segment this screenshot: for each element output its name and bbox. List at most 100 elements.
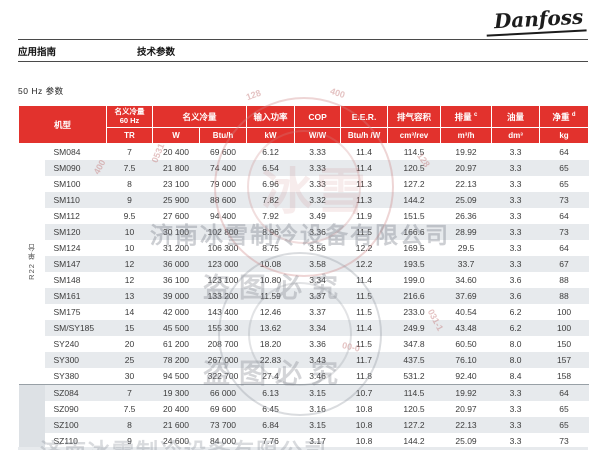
value-cell: 25.09 [455, 436, 477, 446]
value-cell: 13 [106, 288, 153, 304]
value-cell: 34.60 [455, 275, 477, 285]
value-cell: 3.17 [309, 436, 326, 446]
value-cell: 65 [559, 404, 569, 414]
value-cell: 3.15 [294, 384, 341, 401]
table-row: SZ090 7.5 20 400 69 600 6.45 3.16 10.8 120.5 20.… [19, 401, 589, 417]
model-cell: SM120 [44, 224, 107, 240]
col-displacement-header: 排量 c [440, 105, 493, 128]
table-row: SM147 12 36 000 123 000 10.08 3.58 12.2 193.5 33… [19, 256, 589, 272]
model-cell: SZ084 [44, 384, 107, 401]
col-eer-header: E.E.R. [340, 105, 389, 128]
value-cell: 10.8 [340, 417, 388, 433]
value-cell: 22.13 [455, 179, 477, 189]
next-row-peek [18, 447, 588, 450]
value-cell: 11.4 [356, 147, 372, 157]
value-cell: 73 700 [199, 417, 247, 433]
value-cell: 6.2 [509, 307, 522, 317]
value-cell: 3.3 [509, 211, 522, 221]
value-cell: 6.54 [246, 160, 295, 176]
value-cell: 40.54 [455, 307, 477, 317]
table-row: SM110 9 25 900 88 600 7.82 3.32 11.3 144.2 25.09… [19, 192, 589, 208]
value-cell: 64 [559, 211, 569, 221]
value-cell: 102 800 [199, 224, 247, 240]
value-cell: 21 600 [152, 417, 200, 433]
col-cap60-line2: 60 Hz [119, 115, 140, 125]
value-cell: 33.7 [440, 256, 492, 272]
value-cell: 36 100 [163, 275, 190, 285]
value-cell: 6.2 [491, 320, 540, 336]
value-cell: 20 400 [163, 147, 190, 157]
value-cell: 3.3 [491, 256, 540, 272]
value-cell: 3.33 [294, 160, 341, 176]
value-cell: 73 [539, 224, 589, 240]
value-cell: 114.5 [387, 384, 441, 401]
value-cell: 3.32 [294, 192, 341, 208]
value-cell: 64 [559, 147, 569, 157]
value-cell: 65 [559, 179, 569, 189]
page-title-section: 技术参数 [137, 47, 176, 58]
value-cell: 11.3 [356, 179, 372, 189]
value-cell: 11.4 [340, 320, 388, 336]
value-cell: 7.76 [262, 436, 279, 446]
model-cell: SM148 [53, 275, 81, 285]
col-cap60-line1: 名义冷量 [114, 106, 145, 116]
value-cell: 3.3 [491, 160, 540, 176]
model-cell: SZ100 [44, 417, 107, 433]
value-cell: 208 700 [207, 339, 239, 349]
value-cell: 10.80 [259, 275, 282, 285]
value-cell: 437.5 [387, 352, 441, 368]
value-cell: 11.3 [340, 192, 388, 208]
value-cell: 3.3 [491, 192, 540, 208]
value-cell: 45 500 [152, 320, 200, 336]
model-cell: SM124 [53, 243, 81, 253]
value-cell: 10 [106, 224, 153, 240]
group-label-text: R22 单台 [26, 243, 36, 280]
unit-m3h: m³/h [440, 127, 493, 144]
col-model-header: 机型 [17, 105, 108, 144]
value-cell: 3.16 [309, 404, 326, 414]
value-cell: 6.45 [262, 404, 279, 414]
model-cell: SM100 [53, 179, 81, 189]
value-cell: 127.2 [403, 179, 425, 189]
value-cell: 11.4 [356, 275, 372, 285]
table-row: SZ100 8 21 600 73 700 6.84 3.15 10.8 127.2 22.13… [19, 417, 589, 433]
unit-dm3: dm³ [491, 127, 541, 144]
col-power-header: 输入功率 [246, 105, 296, 128]
value-cell: 123 100 [207, 275, 239, 285]
value-cell: 27.4 [262, 371, 279, 381]
value-cell: 3.3 [509, 436, 522, 446]
value-cell: 67 [539, 256, 589, 272]
model-cell: SM147 [44, 256, 107, 272]
value-cell: 8.0 [509, 339, 522, 349]
value-cell: 249.9 [387, 320, 441, 336]
value-cell: 6.13 [246, 384, 295, 401]
value-cell: 12 [106, 256, 153, 272]
footnote-d: d [571, 111, 576, 118]
value-cell: 27 600 [163, 211, 190, 221]
value-cell: 43.48 [440, 320, 492, 336]
value-cell: 11.5 [340, 224, 388, 240]
value-cell: 216.6 [387, 288, 441, 304]
danfoss-logo: Danfoss [485, 4, 587, 37]
value-cell: 7.5 [123, 404, 136, 414]
value-cell: 8.96 [246, 224, 295, 240]
value-cell: 3.36 [309, 339, 326, 349]
value-cell: 30 100 [152, 224, 200, 240]
value-cell: 9 [127, 436, 132, 446]
table-row: SM090 7.5 21 800 74 400 6.54 3.33 11.4 120.5 20.… [19, 160, 589, 176]
value-cell: 69 600 [210, 404, 237, 414]
watermark-phone-fragment: 128 [244, 87, 263, 103]
value-cell: 7.5 [106, 160, 153, 176]
value-cell: 123 000 [199, 256, 247, 272]
value-cell: 10.08 [246, 256, 295, 272]
model-cell: SM112 [53, 211, 80, 221]
value-cell: 31 200 [163, 243, 190, 253]
value-cell: 23 100 [163, 179, 190, 189]
table-row: SM124 10 31 200 106 300 8.75 3.56 12.2 169.5 29.… [19, 240, 589, 256]
model-cell: SM110 [44, 192, 107, 208]
value-cell: 92.40 [455, 371, 477, 381]
unit-w: W [152, 127, 201, 144]
value-cell: 166.6 [387, 224, 441, 240]
value-cell: 3.34 [309, 275, 326, 285]
value-cell: 193.5 [387, 256, 441, 272]
